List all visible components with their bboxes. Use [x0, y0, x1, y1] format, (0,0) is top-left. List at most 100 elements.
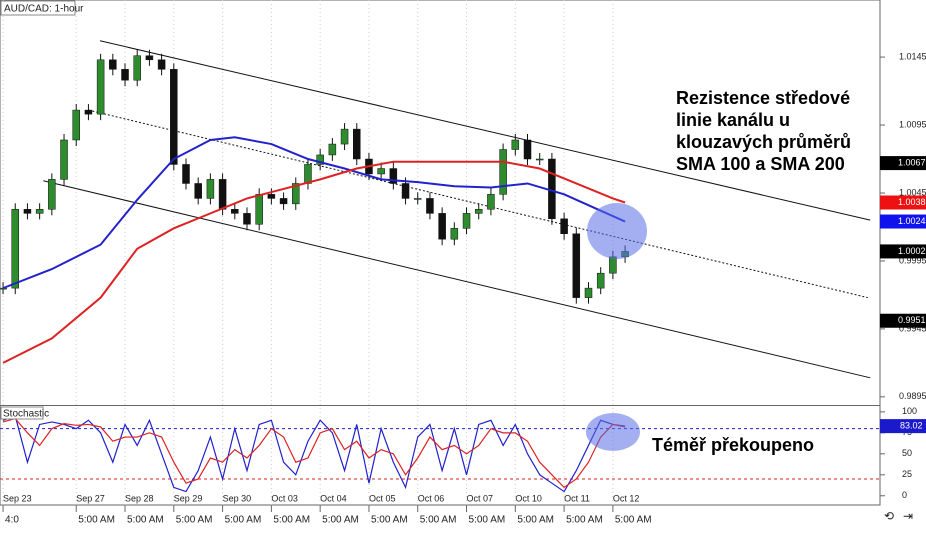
channel-line [88, 109, 868, 299]
price-label: 1.0038 [898, 197, 926, 207]
y-tick-label: 0.9995 [899, 255, 926, 265]
candle-body [194, 183, 202, 199]
candle-body [511, 139, 520, 150]
candle-body [231, 209, 239, 214]
time-tick-label: 5:00 AM [176, 515, 213, 526]
candle-body [609, 256, 617, 274]
y-tick-label: 1.0145 [899, 51, 926, 61]
time-tick-label: 5:00 AM [78, 515, 115, 526]
annotation: Rezistence středové [676, 88, 850, 108]
y-tick-label: 1.0095 [899, 119, 926, 129]
price-label: 1.0002 [898, 246, 926, 256]
candle-body [426, 198, 434, 214]
candle-body [438, 213, 446, 240]
channel-line [43, 180, 871, 379]
panel-title: Stochastic [3, 409, 49, 420]
price-label: 0.9951 [898, 315, 926, 325]
candle-body [572, 233, 581, 298]
candle-body [206, 179, 215, 199]
candle-body [218, 179, 227, 210]
candle-body [133, 55, 141, 81]
price-label-box [880, 244, 926, 259]
candle-body [121, 69, 129, 81]
channel-line [99, 40, 871, 221]
time-tick-label: 5:00 AM [420, 515, 457, 526]
time-tick-label: 5:00 AM [225, 515, 262, 526]
x-tick-label: Oct 06 [418, 493, 445, 503]
x-tick-label: Sep 27 [76, 493, 105, 503]
candle-body [413, 198, 422, 200]
candle-body [340, 128, 349, 145]
y-tick-label: 0.9895 [899, 391, 926, 401]
y-tick-label: 0.9945 [899, 323, 926, 333]
x-tick-label: Oct 04 [320, 493, 347, 503]
candle-body [401, 183, 410, 199]
candle-body [596, 272, 605, 289]
candle-body [170, 69, 178, 165]
candle-body [72, 109, 80, 141]
annotation: linie kanálu u [676, 110, 790, 130]
candle-body [255, 194, 263, 225]
candle-body [487, 194, 495, 210]
candle-body [389, 168, 398, 184]
price-label-box [880, 195, 926, 210]
candle-body [48, 179, 56, 210]
moving-average [2, 160, 626, 364]
candle-body [535, 158, 544, 161]
candle-body [304, 164, 312, 184]
stochastic-line [2, 415, 626, 493]
highlight-circle [586, 413, 640, 451]
candle-body [145, 55, 154, 61]
candle-body [84, 109, 93, 115]
candle-body [523, 139, 532, 160]
price-label-box [880, 313, 926, 328]
x-tick-label: Oct 07 [467, 493, 494, 503]
value-label-box [880, 419, 926, 434]
time-tick-label: 5:00 AM [517, 515, 554, 526]
y-tick-label: 25 [902, 469, 912, 479]
x-tick-label: Oct 12 [613, 493, 640, 503]
candle-body [316, 154, 324, 165]
time-tick-label: 4:0 [5, 515, 19, 526]
candle-body [182, 164, 190, 184]
y-tick-label: 100 [902, 406, 917, 416]
annotation: Téměř překoupeno [652, 435, 814, 455]
x-tick-label: Sep 29 [174, 493, 203, 503]
candle-body [560, 218, 568, 235]
title-box [0, 406, 44, 420]
price-label: 1.0067 [898, 157, 926, 167]
y-tick-label: 50 [902, 448, 912, 458]
time-tick-label: 5:00 AM [566, 515, 603, 526]
time-tick-label: 5:00 AM [322, 515, 359, 526]
moving-average [2, 136, 626, 290]
candle-body [377, 168, 385, 175]
icon[interactable]: ⇥ [903, 509, 913, 523]
time-tick-label: 5:00 AM [273, 515, 310, 526]
candle-body [157, 59, 166, 70]
title-box [0, 0, 76, 16]
annotation: SMA 100 a SMA 200 [676, 154, 845, 174]
time-tick-label: 5:00 AM [371, 515, 408, 526]
candle-body [279, 198, 288, 205]
x-tick-label: Oct 05 [369, 493, 396, 503]
candle-body [328, 143, 337, 156]
x-tick-label: Sep 23 [3, 493, 32, 503]
highlight-circle [587, 203, 647, 259]
y-tick-label: 1.0045 [899, 187, 926, 197]
time-tick-label: 5:00 AM [615, 515, 652, 526]
candle-body [499, 149, 507, 195]
x-tick-label: Sep 28 [125, 493, 154, 503]
candle-body [23, 209, 32, 214]
candle-body [462, 213, 471, 229]
candle-body [243, 213, 251, 225]
candle-body [96, 59, 105, 115]
candle-body [292, 183, 300, 205]
x-tick-label: Sep 30 [223, 493, 252, 503]
icon[interactable]: ⟲ [884, 509, 894, 523]
x-tick-label: Oct 03 [271, 493, 298, 503]
candle-body [109, 59, 117, 70]
candle-body [353, 128, 361, 160]
candle-body [584, 287, 593, 298]
annotation: klouzavých průměrů [676, 132, 851, 152]
